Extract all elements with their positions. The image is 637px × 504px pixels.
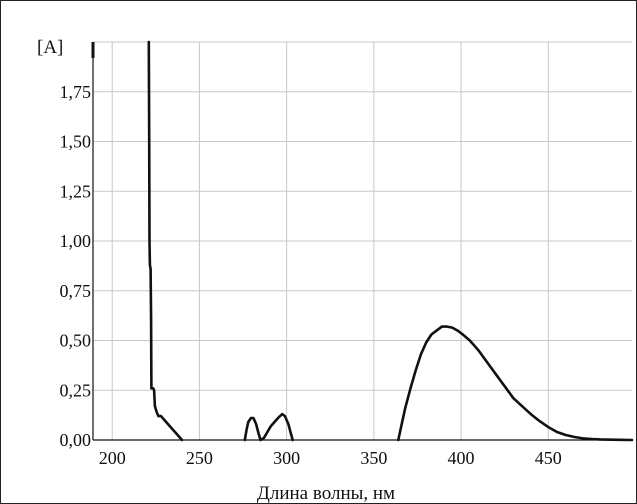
spectrum-line-segment <box>243 412 294 442</box>
x-tick-labels: 200 250 300 350 400 450 <box>99 448 562 468</box>
x-tick-label: 250 <box>186 448 213 468</box>
y-tick-label: 0,75 <box>60 281 92 301</box>
x-tick-label: 300 <box>273 448 300 468</box>
y-axis-label: [A] <box>37 37 63 58</box>
y-tick-labels: 0,00 0,25 0,50 0,75 1,00 1,25 1,50 1,75 <box>60 82 92 450</box>
x-tick-label: 400 <box>448 448 475 468</box>
x-tick-label: 350 <box>360 448 387 468</box>
y-tick-label: 1,25 <box>60 181 92 201</box>
y-tick-label: 1,75 <box>60 82 92 102</box>
spectrum-line-segment <box>397 325 634 442</box>
y-tick-label: 1,00 <box>60 231 92 251</box>
y-tick-label: 1,50 <box>60 132 92 152</box>
grid <box>93 41 632 440</box>
series-lines <box>147 40 634 442</box>
spectrum-line-segment <box>147 40 184 442</box>
x-tick-label: 200 <box>99 448 126 468</box>
x-tick-label: 450 <box>535 448 562 468</box>
y-tick-label: 0,00 <box>60 430 92 450</box>
y-tick-label: 0,50 <box>60 331 92 351</box>
y-tick-label: 0,25 <box>60 380 92 400</box>
x-axis-label: Длина волны, нм <box>257 483 395 504</box>
